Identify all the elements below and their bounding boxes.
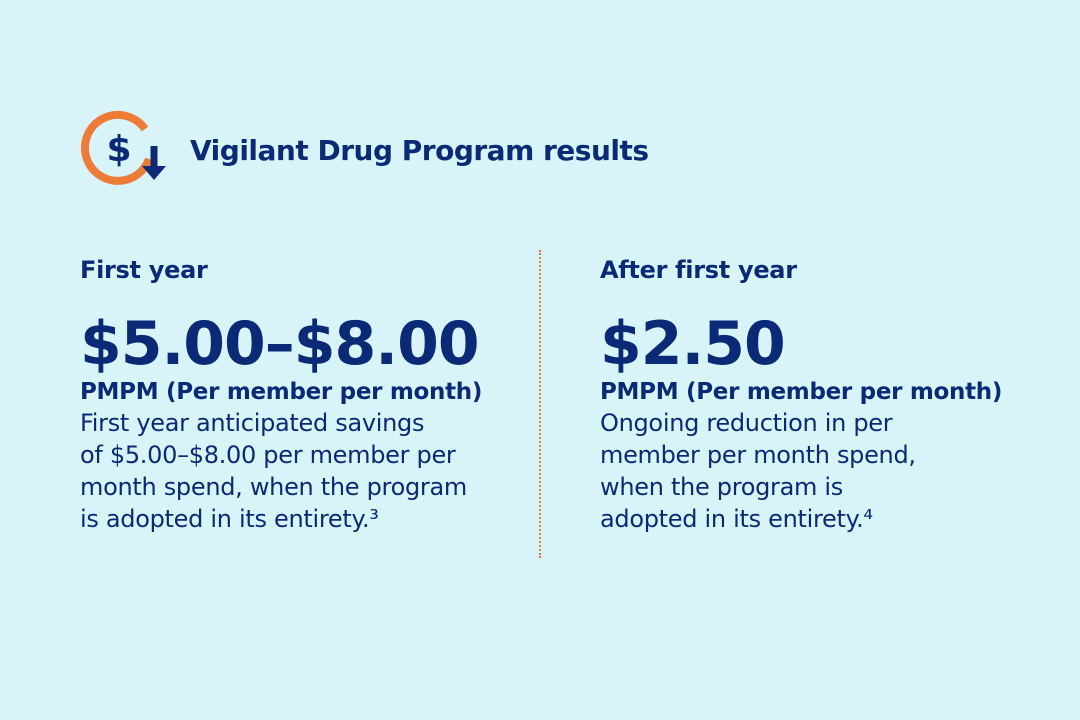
after-first-year-label: After first year: [600, 256, 797, 284]
first-year-unit: PMPM (Per member per month): [80, 379, 483, 405]
first-year-column: First year $5.00–$8.00 PMPM (Per member …: [80, 255, 520, 535]
description-line: member per month spend,: [600, 441, 916, 469]
dollar-down-arrow-icon: $: [80, 110, 166, 185]
page-title: Vigilant Drug Program results: [190, 133, 649, 167]
description-line: is adopted in its entirety.³: [80, 505, 379, 533]
first-year-label: First year: [80, 256, 208, 284]
description-line: adopted in its entirety.⁴: [600, 505, 873, 533]
description-line: of $5.00–$8.00 per member per: [80, 441, 456, 469]
header: $ Vigilant Drug Program results: [80, 108, 649, 192]
after-first-year-column: After first year $2.50 PMPM (Per member …: [600, 255, 1040, 535]
after-first-year-savings-value: $2.50: [600, 309, 786, 379]
first-year-description: First year anticipated savings of $5.00–…: [80, 407, 520, 535]
description-line: First year anticipated savings: [80, 409, 425, 437]
description-line: when the program is: [600, 473, 844, 501]
description-line: month spend, when the program: [80, 473, 467, 501]
after-first-year-description: Ongoing reduction in per member per mont…: [600, 407, 1040, 535]
description-line: Ongoing reduction in per: [600, 409, 893, 437]
after-first-year-unit: PMPM (Per member per month): [600, 379, 1003, 405]
svg-text:$: $: [106, 129, 131, 170]
first-year-savings-value: $5.00–$8.00: [80, 309, 480, 379]
column-divider: [539, 250, 541, 558]
